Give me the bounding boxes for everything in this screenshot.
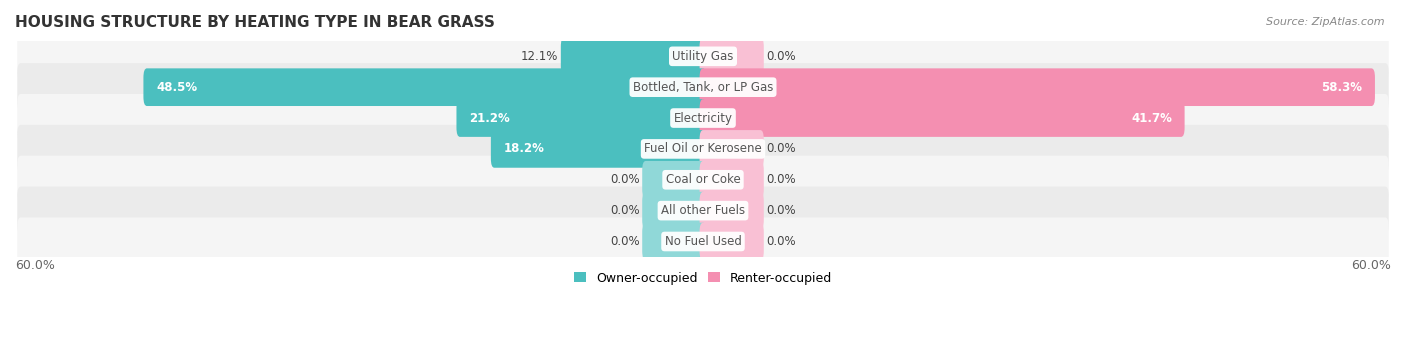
Text: 0.0%: 0.0% [610,204,640,217]
Text: 60.0%: 60.0% [15,259,55,272]
Text: 0.0%: 0.0% [610,173,640,186]
FancyBboxPatch shape [561,37,706,75]
FancyBboxPatch shape [491,130,706,168]
Text: Bottled, Tank, or LP Gas: Bottled, Tank, or LP Gas [633,81,773,94]
Text: 0.0%: 0.0% [766,204,796,217]
Text: 0.0%: 0.0% [766,50,796,63]
FancyBboxPatch shape [643,223,706,260]
Text: 21.2%: 21.2% [470,112,510,124]
Text: Fuel Oil or Kerosene: Fuel Oil or Kerosene [644,142,762,155]
FancyBboxPatch shape [643,161,706,199]
FancyBboxPatch shape [17,187,1389,235]
FancyBboxPatch shape [17,156,1389,204]
FancyBboxPatch shape [643,192,706,230]
Text: 12.1%: 12.1% [522,50,558,63]
FancyBboxPatch shape [700,99,1185,137]
Text: 18.2%: 18.2% [503,142,544,155]
Text: 41.7%: 41.7% [1130,112,1173,124]
Text: 58.3%: 58.3% [1322,81,1362,94]
FancyBboxPatch shape [17,32,1389,80]
FancyBboxPatch shape [143,68,706,106]
FancyBboxPatch shape [700,223,763,260]
Text: Source: ZipAtlas.com: Source: ZipAtlas.com [1267,17,1385,27]
Text: 0.0%: 0.0% [610,235,640,248]
Text: 0.0%: 0.0% [766,173,796,186]
FancyBboxPatch shape [17,125,1389,173]
Legend: Owner-occupied, Renter-occupied: Owner-occupied, Renter-occupied [568,267,838,290]
Text: 48.5%: 48.5% [156,81,197,94]
Text: Utility Gas: Utility Gas [672,50,734,63]
Text: 0.0%: 0.0% [766,142,796,155]
FancyBboxPatch shape [700,161,763,199]
FancyBboxPatch shape [700,130,763,168]
Text: Electricity: Electricity [673,112,733,124]
FancyBboxPatch shape [700,37,763,75]
FancyBboxPatch shape [17,63,1389,111]
Text: Coal or Coke: Coal or Coke [665,173,741,186]
Text: HOUSING STRUCTURE BY HEATING TYPE IN BEAR GRASS: HOUSING STRUCTURE BY HEATING TYPE IN BEA… [15,15,495,30]
FancyBboxPatch shape [700,68,1375,106]
Text: No Fuel Used: No Fuel Used [665,235,741,248]
Text: 60.0%: 60.0% [1351,259,1391,272]
FancyBboxPatch shape [700,192,763,230]
FancyBboxPatch shape [17,94,1389,142]
Text: 0.0%: 0.0% [766,235,796,248]
Text: All other Fuels: All other Fuels [661,204,745,217]
FancyBboxPatch shape [457,99,706,137]
FancyBboxPatch shape [17,217,1389,266]
